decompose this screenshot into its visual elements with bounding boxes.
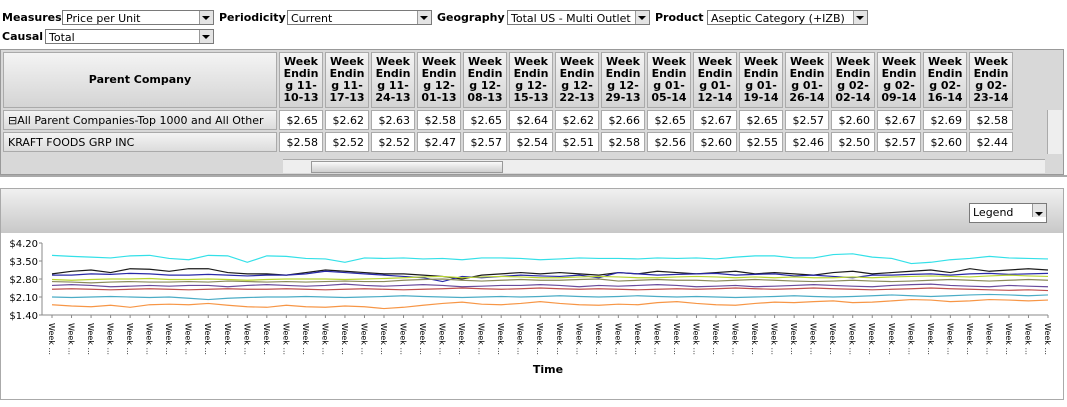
cell: $2.51 — [555, 132, 599, 152]
dropdown[interactable]: Total — [45, 29, 214, 44]
legend-dropdown[interactable]: Legend — [969, 203, 1047, 223]
expand-toggle[interactable]: ⊟ — [8, 113, 18, 127]
cell: $2.57 — [877, 132, 921, 152]
column-header: Week Ending 11-24-13 — [371, 52, 415, 108]
cell: $2.52 — [371, 132, 415, 152]
dropdown-value: Aseptic Category (+IZB) — [711, 12, 845, 25]
column-header: Week Ending 12-29-13 — [601, 52, 645, 108]
dropdown-value: Total US - Multi Outlet — [511, 12, 631, 25]
dropdown-value: Current — [291, 12, 333, 25]
scroll-thumb[interactable] — [311, 161, 503, 173]
cell: $2.63 — [371, 110, 415, 130]
cell: $2.46 — [785, 132, 829, 152]
row-label: All Parent Companies-Top 1000 and All Ot… — [17, 113, 264, 127]
cell: $2.58 — [601, 132, 645, 152]
column-header: Week Ending 12-22-13 — [555, 52, 599, 108]
filter-label: Product — [655, 11, 704, 24]
chart-panel: Legend — [0, 188, 1064, 400]
cell: $2.62 — [555, 110, 599, 130]
column-header: Week Ending 02-02-14 — [831, 52, 875, 108]
cell: $2.47 — [417, 132, 461, 152]
cell: $2.69 — [923, 110, 967, 130]
cell: $2.44 — [969, 132, 1013, 152]
column-header: Week Ending 01-12-14 — [693, 52, 737, 108]
cell: $2.65 — [279, 110, 323, 130]
column-header: Week Ending 02-23-14 — [969, 52, 1013, 108]
row: ⊟All Parent Companies-Top 1000 and All O… — [3, 110, 1013, 130]
cell: $2.67 — [693, 110, 737, 130]
panel-header — [1, 189, 1063, 233]
filter-label: Periodicity — [219, 11, 286, 24]
cell: $2.60 — [923, 132, 967, 152]
row-name: ⊟All Parent Companies-Top 1000 and All O… — [3, 110, 277, 130]
legend-button-text: Legend — [973, 206, 1014, 219]
header-row: Parent Company Week Ending 11-10-13 Week E… — [3, 52, 1013, 108]
cell: $2.56 — [647, 132, 691, 152]
column-header: Week Ending 02-09-14 — [877, 52, 921, 108]
cell: $2.50 — [831, 132, 875, 152]
cell: $2.57 — [785, 110, 829, 130]
column-header: Week Ending 02-16-14 — [923, 52, 967, 108]
dropdown[interactable]: Current — [287, 10, 432, 25]
column-header: Week Ending 01-05-14 — [647, 52, 691, 108]
cell: $2.65 — [739, 110, 783, 130]
cell: $2.64 — [509, 110, 553, 130]
dropdown-value: Price per Unit — [66, 12, 141, 25]
column-header: Week Ending 01-19-14 — [739, 52, 783, 108]
cell: $2.60 — [831, 110, 875, 130]
cell: $2.55 — [739, 132, 783, 152]
cell: $2.65 — [463, 110, 507, 130]
row-name: KRAFT FOODS GRP INC — [3, 132, 277, 152]
cell: $2.62 — [325, 110, 369, 130]
h-scrollbar[interactable] — [283, 159, 1045, 173]
cell: $2.60 — [693, 132, 737, 152]
column-header: Week Ending 01-26-14 — [785, 52, 829, 108]
column-header: Week Ending 11-10-13 — [279, 52, 323, 108]
cell: $2.58 — [279, 132, 323, 152]
cell: $2.67 — [877, 110, 921, 130]
cell: $2.57 — [463, 132, 507, 152]
dropdown[interactable]: Price per Unit — [62, 10, 214, 25]
row: KRAFT FOODS GRP INC $2.58 $2.52 $2.52 $2.47 $… — [3, 132, 1013, 152]
dropdown[interactable]: Total US - Multi Outlet — [507, 10, 650, 25]
column-header: Week Ending 12-08-13 — [463, 52, 507, 108]
cell: $2.58 — [969, 110, 1013, 130]
dropdown[interactable]: Aseptic Category (+IZB) — [707, 10, 868, 25]
dropdown-value: Total — [49, 31, 75, 44]
cell: $2.66 — [601, 110, 645, 130]
v-scrollbar[interactable] — [1047, 110, 1062, 154]
column-header: Week Ending 12-15-13 — [509, 52, 553, 108]
splitter[interactable] — [0, 175, 1067, 177]
filter-label: Measures — [2, 11, 62, 24]
filter-label: Causal — [2, 30, 44, 43]
cell: $2.65 — [647, 110, 691, 130]
cell: $2.52 — [325, 132, 369, 152]
filter-label: Geography — [437, 11, 505, 24]
data-grid: Parent Company Week Ending 11-10-13 Week E… — [0, 49, 1064, 175]
row-label: KRAFT FOODS GRP INC — [8, 135, 135, 149]
column-header: Week Ending 11-17-13 — [325, 52, 369, 108]
cell: $2.58 — [417, 110, 461, 130]
cell: $2.54 — [509, 132, 553, 152]
column-header: Week Ending 12-01-13 — [417, 52, 461, 108]
column-header: Parent Company — [3, 52, 277, 108]
table: Parent Company Week Ending 11-10-13 Week E… — [1, 50, 1015, 154]
